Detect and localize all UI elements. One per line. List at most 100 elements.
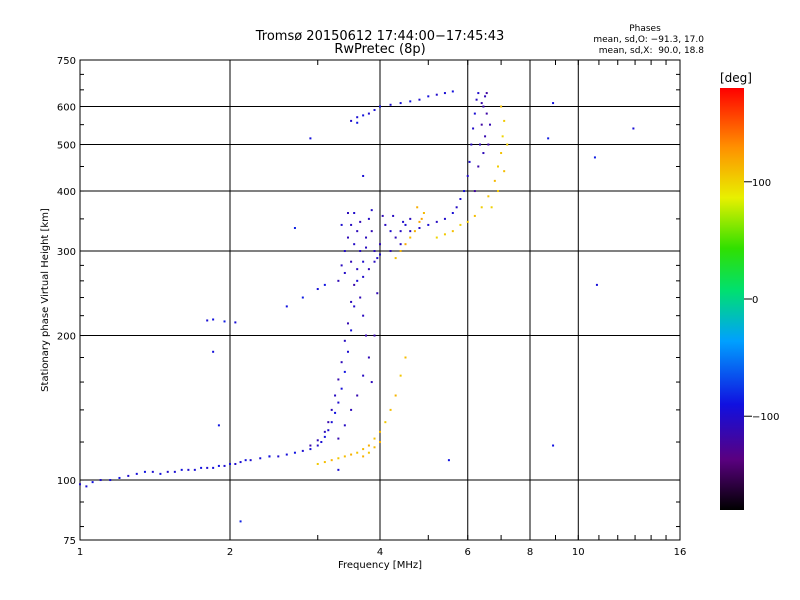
data-point <box>373 437 376 440</box>
data-point <box>472 127 475 130</box>
data-point <box>91 481 94 484</box>
data-point <box>268 455 271 458</box>
data-point <box>427 95 430 98</box>
series-x-mode-e-f1-trace <box>316 356 407 465</box>
data-point <box>330 421 333 424</box>
data-point <box>239 461 242 464</box>
data-point <box>79 483 81 486</box>
data-point <box>180 468 183 471</box>
data-point <box>381 214 384 217</box>
data-point <box>547 137 550 140</box>
data-point <box>399 230 402 233</box>
data-point <box>327 429 330 432</box>
data-point <box>376 292 379 295</box>
data-point <box>399 102 402 105</box>
data-point <box>503 119 506 122</box>
data-point <box>362 114 365 117</box>
data-points <box>79 90 635 523</box>
data-point <box>316 462 319 465</box>
data-point <box>229 462 231 465</box>
data-point <box>356 394 359 397</box>
series-x-mode-f2-trace <box>435 105 509 239</box>
data-point <box>85 485 88 488</box>
data-point <box>337 279 340 282</box>
y-tick-label: 75 <box>63 536 76 547</box>
data-point <box>193 468 196 471</box>
plot-area: 1 2 4 6 8 10 16 75 100 200 300 400 500 600 750 <box>57 56 686 558</box>
data-point <box>200 466 203 469</box>
data-point <box>223 320 226 323</box>
data-point <box>99 479 102 482</box>
data-point <box>365 246 368 249</box>
data-point <box>343 271 346 274</box>
data-point <box>330 459 333 462</box>
data-point <box>489 123 492 126</box>
data-point <box>379 430 381 433</box>
data-point <box>350 408 353 411</box>
data-point <box>404 356 407 359</box>
data-point <box>468 160 471 163</box>
data-point <box>418 220 421 223</box>
data-point <box>356 116 359 119</box>
data-point <box>418 227 421 230</box>
data-point <box>451 230 454 233</box>
colorbar <box>720 88 744 510</box>
data-point <box>356 121 359 124</box>
colorbar-tick-label: 100 <box>752 178 771 189</box>
data-point <box>285 305 288 308</box>
data-point <box>323 461 326 464</box>
data-point <box>340 223 343 226</box>
data-point <box>327 421 330 424</box>
data-point <box>399 250 402 253</box>
y-axis-ticks: 75 100 200 300 400 500 600 750 <box>57 56 680 547</box>
series-o-mode-spread-f <box>337 209 412 282</box>
data-point <box>477 165 480 168</box>
data-point <box>482 105 485 108</box>
data-point <box>480 123 483 126</box>
data-point <box>379 253 381 256</box>
data-point <box>320 441 323 444</box>
data-point <box>420 217 423 220</box>
data-point <box>316 288 319 291</box>
data-point <box>362 275 365 278</box>
data-point <box>459 198 462 201</box>
x-tick-label: 10 <box>572 547 585 558</box>
data-point <box>392 214 395 217</box>
data-point <box>552 102 555 105</box>
data-point <box>409 217 412 220</box>
data-point <box>389 250 392 253</box>
data-point <box>473 214 476 217</box>
data-point <box>593 156 596 159</box>
y-tick-label: 300 <box>57 247 76 258</box>
data-point <box>356 230 359 233</box>
data-point <box>365 334 368 337</box>
data-point <box>234 462 237 465</box>
data-point <box>394 394 397 397</box>
colorbar-tick-label: 0 <box>752 295 758 306</box>
data-point <box>362 374 365 377</box>
data-point <box>373 334 376 337</box>
data-point <box>500 152 503 155</box>
data-point <box>416 206 419 209</box>
data-point <box>418 98 421 101</box>
data-point <box>435 236 438 239</box>
series-o-mode-e-f1-trace <box>79 279 359 488</box>
data-point <box>334 411 337 414</box>
data-point <box>443 217 446 220</box>
data-point <box>367 451 370 454</box>
y-tick-label: 750 <box>57 56 76 67</box>
data-point <box>316 444 319 447</box>
y-tick-label: 600 <box>57 103 76 114</box>
data-point <box>301 296 304 299</box>
data-point <box>353 212 356 215</box>
data-point <box>485 112 488 115</box>
data-point <box>330 408 333 411</box>
y-axis-label: Stationary phase Virtual Height [km] <box>40 208 51 392</box>
data-point <box>293 451 296 454</box>
data-point <box>413 230 416 233</box>
data-point <box>244 459 247 462</box>
data-point <box>362 455 365 458</box>
grid-lines <box>80 60 680 540</box>
data-point <box>466 174 469 177</box>
data-point <box>359 296 362 299</box>
